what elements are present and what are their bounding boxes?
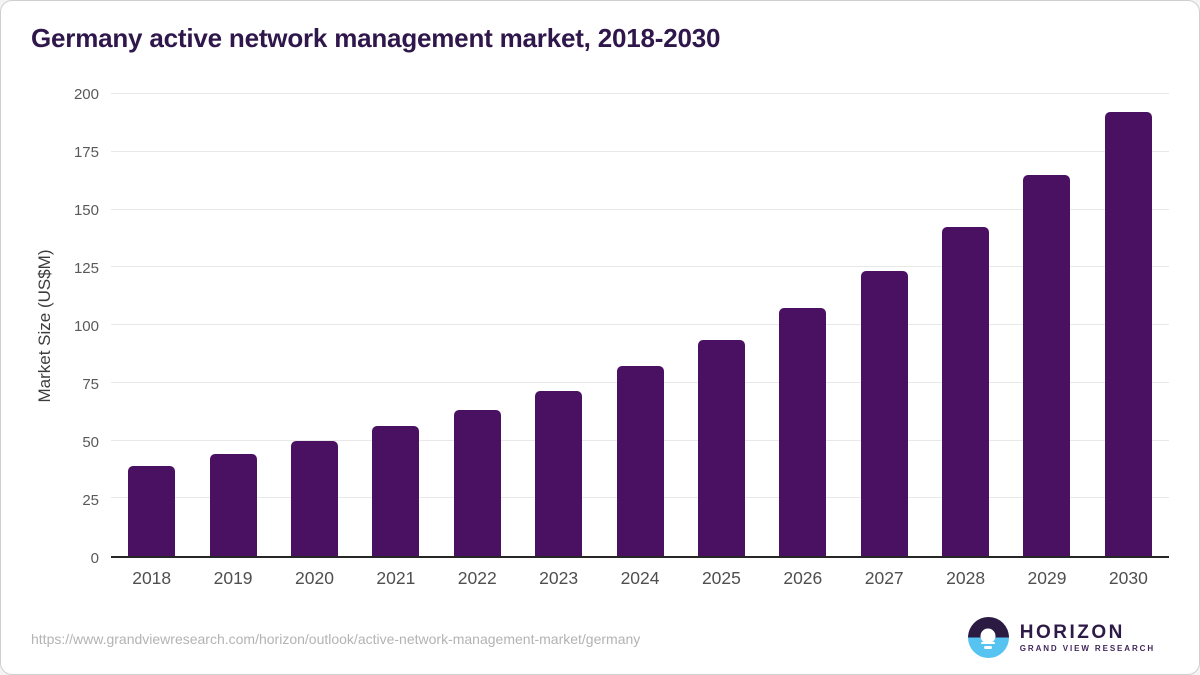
x-tick-label-2029: 2029: [1027, 568, 1067, 588]
bar-2028[interactable]: [942, 226, 990, 556]
x-tick-label-2024: 2024: [620, 568, 660, 588]
chart-title: Germany active network management market…: [31, 23, 721, 53]
y-tick-label-150: 150: [73, 202, 99, 219]
x-tick-label-2021: 2021: [376, 568, 416, 588]
logo-brand-label: HORIZON: [1019, 621, 1125, 643]
bar-2026[interactable]: [779, 307, 827, 556]
bar-2019[interactable]: [209, 454, 257, 556]
x-tick-label-2023: 2023: [539, 568, 579, 588]
y-tick-label-0: 0: [90, 550, 99, 567]
x-tick-label-2025: 2025: [701, 568, 741, 588]
bar-slot-2020: [274, 94, 355, 556]
y-tick-label-175: 175: [73, 144, 99, 161]
bar-slot-2022: [437, 94, 518, 556]
source-url: https://www.grandviewresearch.com/horizo…: [31, 631, 641, 647]
bar-2022[interactable]: [453, 409, 501, 556]
gridline-175: [111, 150, 1169, 152]
y-tick-label-75: 75: [82, 376, 99, 393]
y-tick-label-25: 25: [82, 492, 99, 509]
x-axis-labels: 2018 2019 2020 2021 2022 2023 2024 2025 2026 2027…: [111, 568, 1169, 589]
y-tick-label-125: 125: [73, 260, 99, 277]
plot-area: [111, 93, 1169, 558]
gridline-100: [111, 324, 1169, 325]
bar-2021[interactable]: [372, 426, 420, 556]
bar-2029[interactable]: [1023, 174, 1071, 556]
horizon-logo-icon: [967, 617, 1009, 658]
bar-2020[interactable]: [290, 441, 338, 556]
x-tick-label-2019: 2019: [213, 568, 253, 588]
bar-slot-2019: [192, 94, 273, 556]
x-tick-label-2020: 2020: [295, 568, 334, 588]
bar-slot-2023: [518, 94, 599, 556]
x-tick-label-2022: 2022: [457, 568, 497, 588]
bar-slot-2028: [925, 94, 1006, 556]
bar-slot-2027: [844, 94, 925, 556]
bar-slot-2030: [1088, 94, 1169, 556]
y-tick-label-50: 50: [82, 434, 99, 451]
gridline-200: [111, 93, 1169, 94]
bar-slot-2021: [355, 94, 436, 556]
y-tick-label-100: 100: [73, 318, 99, 335]
sun-reflection-line: [981, 641, 996, 644]
bar-series: [111, 94, 1169, 556]
bar-slot-2024: [599, 94, 680, 556]
sun-icon: [980, 628, 996, 644]
logo-subbrand-label: GRAND VIEW RESEARCH: [1019, 643, 1155, 653]
bar-2018[interactable]: [128, 465, 176, 556]
bar-2027[interactable]: [860, 270, 908, 556]
bar-2030[interactable]: [1104, 112, 1152, 556]
x-tick-label-2028: 2028: [946, 568, 986, 588]
x-tick-label-2018: 2018: [132, 568, 172, 588]
sun-reflection-line: [984, 646, 993, 649]
gridline-125: [111, 266, 1169, 268]
y-axis-ticks: 0 25 50 75 100 125 150 175 200: [1, 86, 99, 567]
bar-2025[interactable]: [697, 339, 745, 556]
bar-slot-2029: [1006, 94, 1087, 556]
horizon-logo[interactable]: HORIZON GRAND VIEW RESEARCH: [967, 617, 1155, 658]
bar-slot-2018: [111, 94, 192, 556]
bar-slot-2025: [681, 94, 762, 556]
y-tick-label-200: 200: [73, 86, 99, 103]
bar-2024[interactable]: [616, 366, 664, 556]
x-tick-label-2030: 2030: [1108, 568, 1148, 588]
gridline-150: [111, 208, 1169, 210]
horizon-logo-text: HORIZON GRAND VIEW RESEARCH: [1020, 623, 1155, 653]
x-tick-label-2027: 2027: [864, 568, 904, 588]
bar-slot-2026: [762, 94, 843, 556]
x-tick-label-2026: 2026: [783, 568, 823, 588]
bar-2023[interactable]: [535, 390, 583, 556]
